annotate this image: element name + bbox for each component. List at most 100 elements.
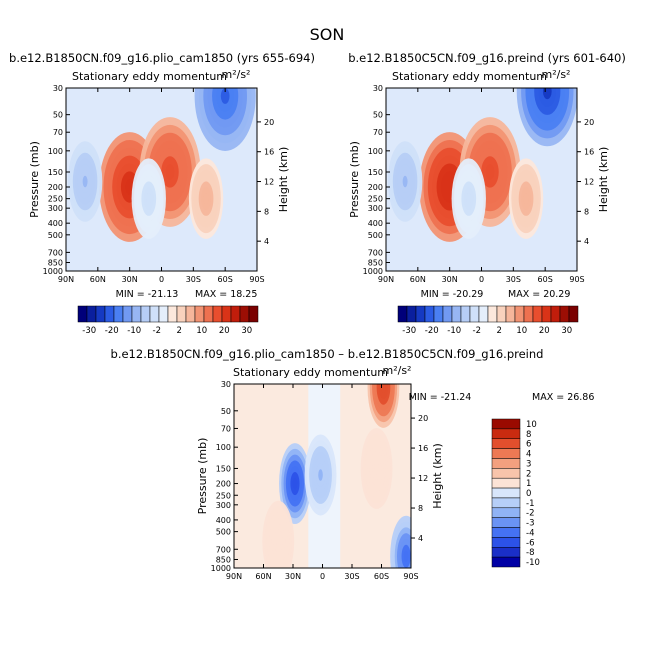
colorbar-label: 30 (561, 326, 572, 336)
y2-axis-label: Height (km) (431, 443, 444, 509)
colorbar-swatch (496, 305, 507, 323)
y-tick-label: 500 (48, 231, 63, 240)
y-tick-label: 150 (216, 464, 231, 473)
colorbar-swatch (167, 305, 178, 323)
colorbar-swatch (523, 305, 534, 323)
colorbar-swatch (248, 305, 259, 323)
y-tick-label: 850 (368, 259, 383, 268)
colorbar-swatch (491, 547, 521, 558)
colorbar-swatch (514, 305, 525, 323)
min-label: MIN = -21.24 (409, 392, 472, 403)
chart-title: Stationary eddy momentum (392, 70, 547, 83)
y-tick-label: 100 (216, 443, 231, 452)
colorbar-swatch (149, 305, 160, 323)
y-tick-label: 250 (48, 195, 63, 204)
chart-panel-preind: b.e12.B1850C5CN.f09_g16.preind (yrs 601-… (348, 51, 626, 336)
colorbar-label: 10 (516, 326, 527, 336)
units-label: m²/s² (542, 68, 571, 81)
x-tick-label: 90N (58, 275, 74, 284)
colorbar-label: 10 (196, 326, 207, 336)
colorbar-swatch (158, 305, 169, 323)
contour-blob-4 (275, 535, 281, 547)
y-tick-label: 400 (48, 219, 63, 228)
colorbar-swatch (140, 305, 151, 323)
x-tick-label: 30S (344, 572, 359, 581)
colorbar-swatch (230, 305, 241, 323)
y2-tick-label: 12 (418, 474, 428, 483)
y2-tick-label: 16 (418, 444, 428, 453)
colorbar-swatch (491, 418, 521, 430)
colorbar-swatch (491, 527, 521, 538)
colorbar-swatch (406, 305, 417, 323)
y2-tick-label: 8 (264, 207, 269, 216)
y-tick-label: 850 (48, 259, 63, 268)
y-tick-label: 250 (216, 491, 231, 500)
chart-panel-diff: b.e12.B1850CN.f09_g16.plio_cam1850 – b.e… (111, 347, 595, 581)
y-tick-label: 100 (368, 147, 383, 156)
contour-blob-5 (403, 550, 409, 563)
y-tick-label: 200 (368, 183, 383, 192)
colorbar-label: -30 (82, 326, 96, 336)
y2-tick-label: 4 (584, 237, 589, 246)
case-title: b.e12.B1850CN.f09_g16.plio_cam1850 – b.e… (111, 347, 544, 361)
colorbar-swatch (491, 556, 521, 568)
contour-blob-4 (203, 192, 209, 205)
x-tick-label: 0 (159, 275, 164, 284)
colorbar-label: 20 (539, 326, 550, 336)
y2-axis-label: Height (km) (597, 147, 610, 213)
y-tick-label: 70 (53, 128, 63, 137)
colorbar-swatch (442, 305, 453, 323)
contour-blob-2 (318, 469, 323, 481)
colorbar-swatch (491, 458, 521, 469)
colorbar: -30 -20 -10 -2 2 10 20 30 (397, 305, 579, 336)
chart-panel-plio: b.e12.B1850CN.f09_g16.plio_cam1850 (yrs … (9, 51, 315, 336)
max-label: MAX = 20.29 (508, 289, 570, 300)
colorbar-swatch (131, 305, 142, 323)
colorbar-swatch (505, 305, 516, 323)
x-tick-label: 30N (285, 572, 301, 581)
colorbar-label: 4 (526, 450, 531, 460)
x-tick-label: 60S (374, 572, 389, 581)
colorbar-swatch (113, 305, 124, 323)
x-tick-label: 60N (90, 275, 106, 284)
colorbar-label: -4 (526, 528, 534, 538)
y2-tick-label: 20 (418, 414, 428, 423)
colorbar-label: -10 (526, 558, 540, 568)
y-tick-label: 250 (368, 195, 383, 204)
x-tick-label: 60S (218, 275, 233, 284)
contour-blob-1 (485, 164, 495, 180)
y-tick-label: 1000 (363, 267, 383, 276)
colorbar-swatch (491, 477, 521, 489)
panels-layer: b.e12.B1850CN.f09_g16.plio_cam1850 (yrs … (9, 51, 626, 581)
x-tick-label: 30S (506, 275, 521, 284)
contour-blob-4 (523, 192, 529, 205)
y-axis-label: Pressure (mb) (196, 438, 209, 515)
colorbar-swatch (491, 468, 521, 479)
y-tick-label: 1000 (211, 564, 231, 573)
x-tick-label: 90N (378, 275, 394, 284)
x-tick-label: 60N (255, 572, 271, 581)
colorbar-swatch (397, 305, 408, 323)
contour-blob-5 (146, 192, 152, 205)
colorbar-label: -20 (105, 326, 119, 336)
y-tick-label: 150 (48, 168, 63, 177)
y2-tick-label: 12 (264, 178, 274, 187)
contour-blob-1 (165, 164, 175, 180)
colorbar-swatch (460, 305, 471, 323)
y-tick-label: 850 (216, 555, 231, 564)
colorbar-swatch (176, 305, 187, 323)
colorbar-swatch (212, 305, 223, 323)
colorbar-swatch (491, 438, 521, 449)
y-tick-label: 50 (53, 111, 63, 120)
colorbar-swatch (491, 448, 521, 459)
contour-field (67, 88, 256, 242)
y2-tick-label: 8 (584, 207, 589, 216)
colorbar-label: -2 (153, 326, 161, 336)
chart-title: Stationary eddy momentum (72, 70, 227, 83)
colorbar-label: -1 (526, 499, 534, 509)
y-tick-label: 700 (48, 248, 63, 257)
colorbar-swatch (451, 305, 462, 323)
colorbar-swatch (491, 537, 521, 548)
y2-tick-label: 16 (264, 148, 274, 157)
y-tick-label: 700 (368, 248, 383, 257)
